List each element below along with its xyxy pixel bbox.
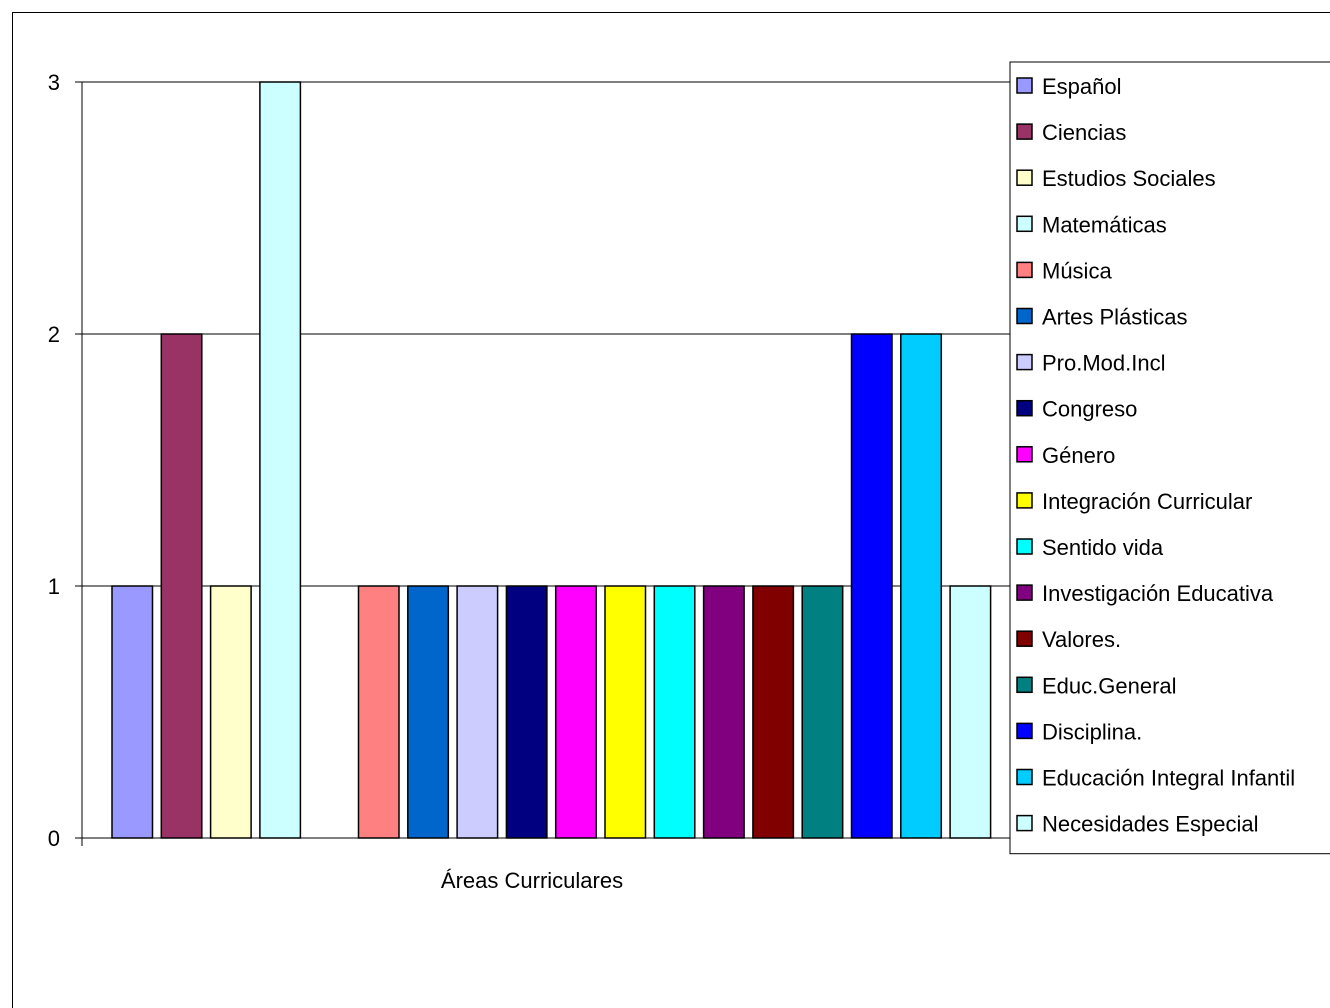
bar-16	[900, 333, 943, 839]
legend-swatch	[1016, 399, 1033, 417]
x-category-label: Áreas Curriculares	[441, 868, 623, 893]
legend-swatch	[1016, 814, 1033, 832]
legend-swatch	[1016, 307, 1033, 325]
legend-swatch	[1016, 630, 1033, 647]
bar-11	[653, 585, 696, 839]
legend-label: Español	[1042, 74, 1122, 99]
y-tick-label: 2	[48, 322, 60, 347]
legend-label: Necesidades Especial	[1042, 812, 1258, 837]
legend-swatch	[1016, 123, 1033, 140]
legend-swatch	[1016, 584, 1033, 601]
legend-label: Valores.	[1042, 627, 1121, 652]
x-category-labels: Áreas Curriculares	[441, 868, 623, 893]
bar-12	[702, 585, 745, 839]
bar-4	[259, 81, 302, 839]
bar-3	[209, 585, 252, 839]
bar-14	[801, 585, 844, 839]
bar-7	[456, 585, 499, 839]
chart-frame	[12, 12, 1330, 1008]
bars	[111, 81, 992, 839]
bar-5	[357, 585, 400, 839]
legend-swatch	[1016, 353, 1033, 371]
bar-2	[160, 333, 203, 839]
legend-swatch	[1016, 538, 1033, 555]
y-tick-label: 1	[48, 574, 60, 599]
legend-label: Ciencias	[1042, 120, 1126, 145]
bar-6	[407, 585, 450, 839]
legend-swatch	[1016, 446, 1033, 463]
legend-label: Matemáticas	[1042, 212, 1167, 237]
legend-label: Artes Plásticas	[1042, 305, 1188, 330]
legend-swatch	[1016, 492, 1033, 509]
legend-label: Educ.General	[1042, 673, 1177, 698]
y-tick-label: 0	[48, 826, 60, 851]
legend-swatch	[1016, 215, 1033, 233]
legend-swatch	[1016, 169, 1033, 186]
legend-swatch	[1016, 77, 1033, 94]
legend-label: Música	[1042, 258, 1112, 283]
bar-1	[111, 585, 154, 839]
legend-label: Investigación Educativa	[1042, 581, 1274, 606]
bar-17	[949, 585, 992, 839]
legend-box	[1009, 61, 1330, 855]
bar-9	[554, 585, 597, 839]
bar-10	[604, 585, 647, 839]
legend-label: Integración Curricular	[1042, 489, 1252, 514]
legend-label: Congreso	[1042, 397, 1137, 422]
y-tick-labels: 0 1 2 3	[48, 70, 60, 851]
bar-13	[752, 585, 795, 839]
legend-label: Sentido vida	[1042, 535, 1164, 560]
legend-label: Disciplina.	[1042, 719, 1142, 744]
legend-swatch	[1016, 722, 1033, 740]
legend-label: Educación Integral Infantil	[1042, 766, 1295, 791]
legend-label: Pro.Mod.Incl	[1042, 351, 1166, 376]
legend-swatch	[1016, 261, 1033, 279]
y-tick-label: 3	[48, 70, 60, 95]
legend-label: Género	[1042, 443, 1115, 468]
bar-15	[850, 333, 893, 839]
legend-swatch	[1016, 768, 1033, 786]
legend-label: Estudios Sociales	[1042, 166, 1216, 191]
legend-swatch	[1016, 676, 1033, 694]
bar-8	[505, 585, 548, 839]
legend: Español Ciencias Estudios Sociales Matemáti…	[1009, 61, 1330, 855]
